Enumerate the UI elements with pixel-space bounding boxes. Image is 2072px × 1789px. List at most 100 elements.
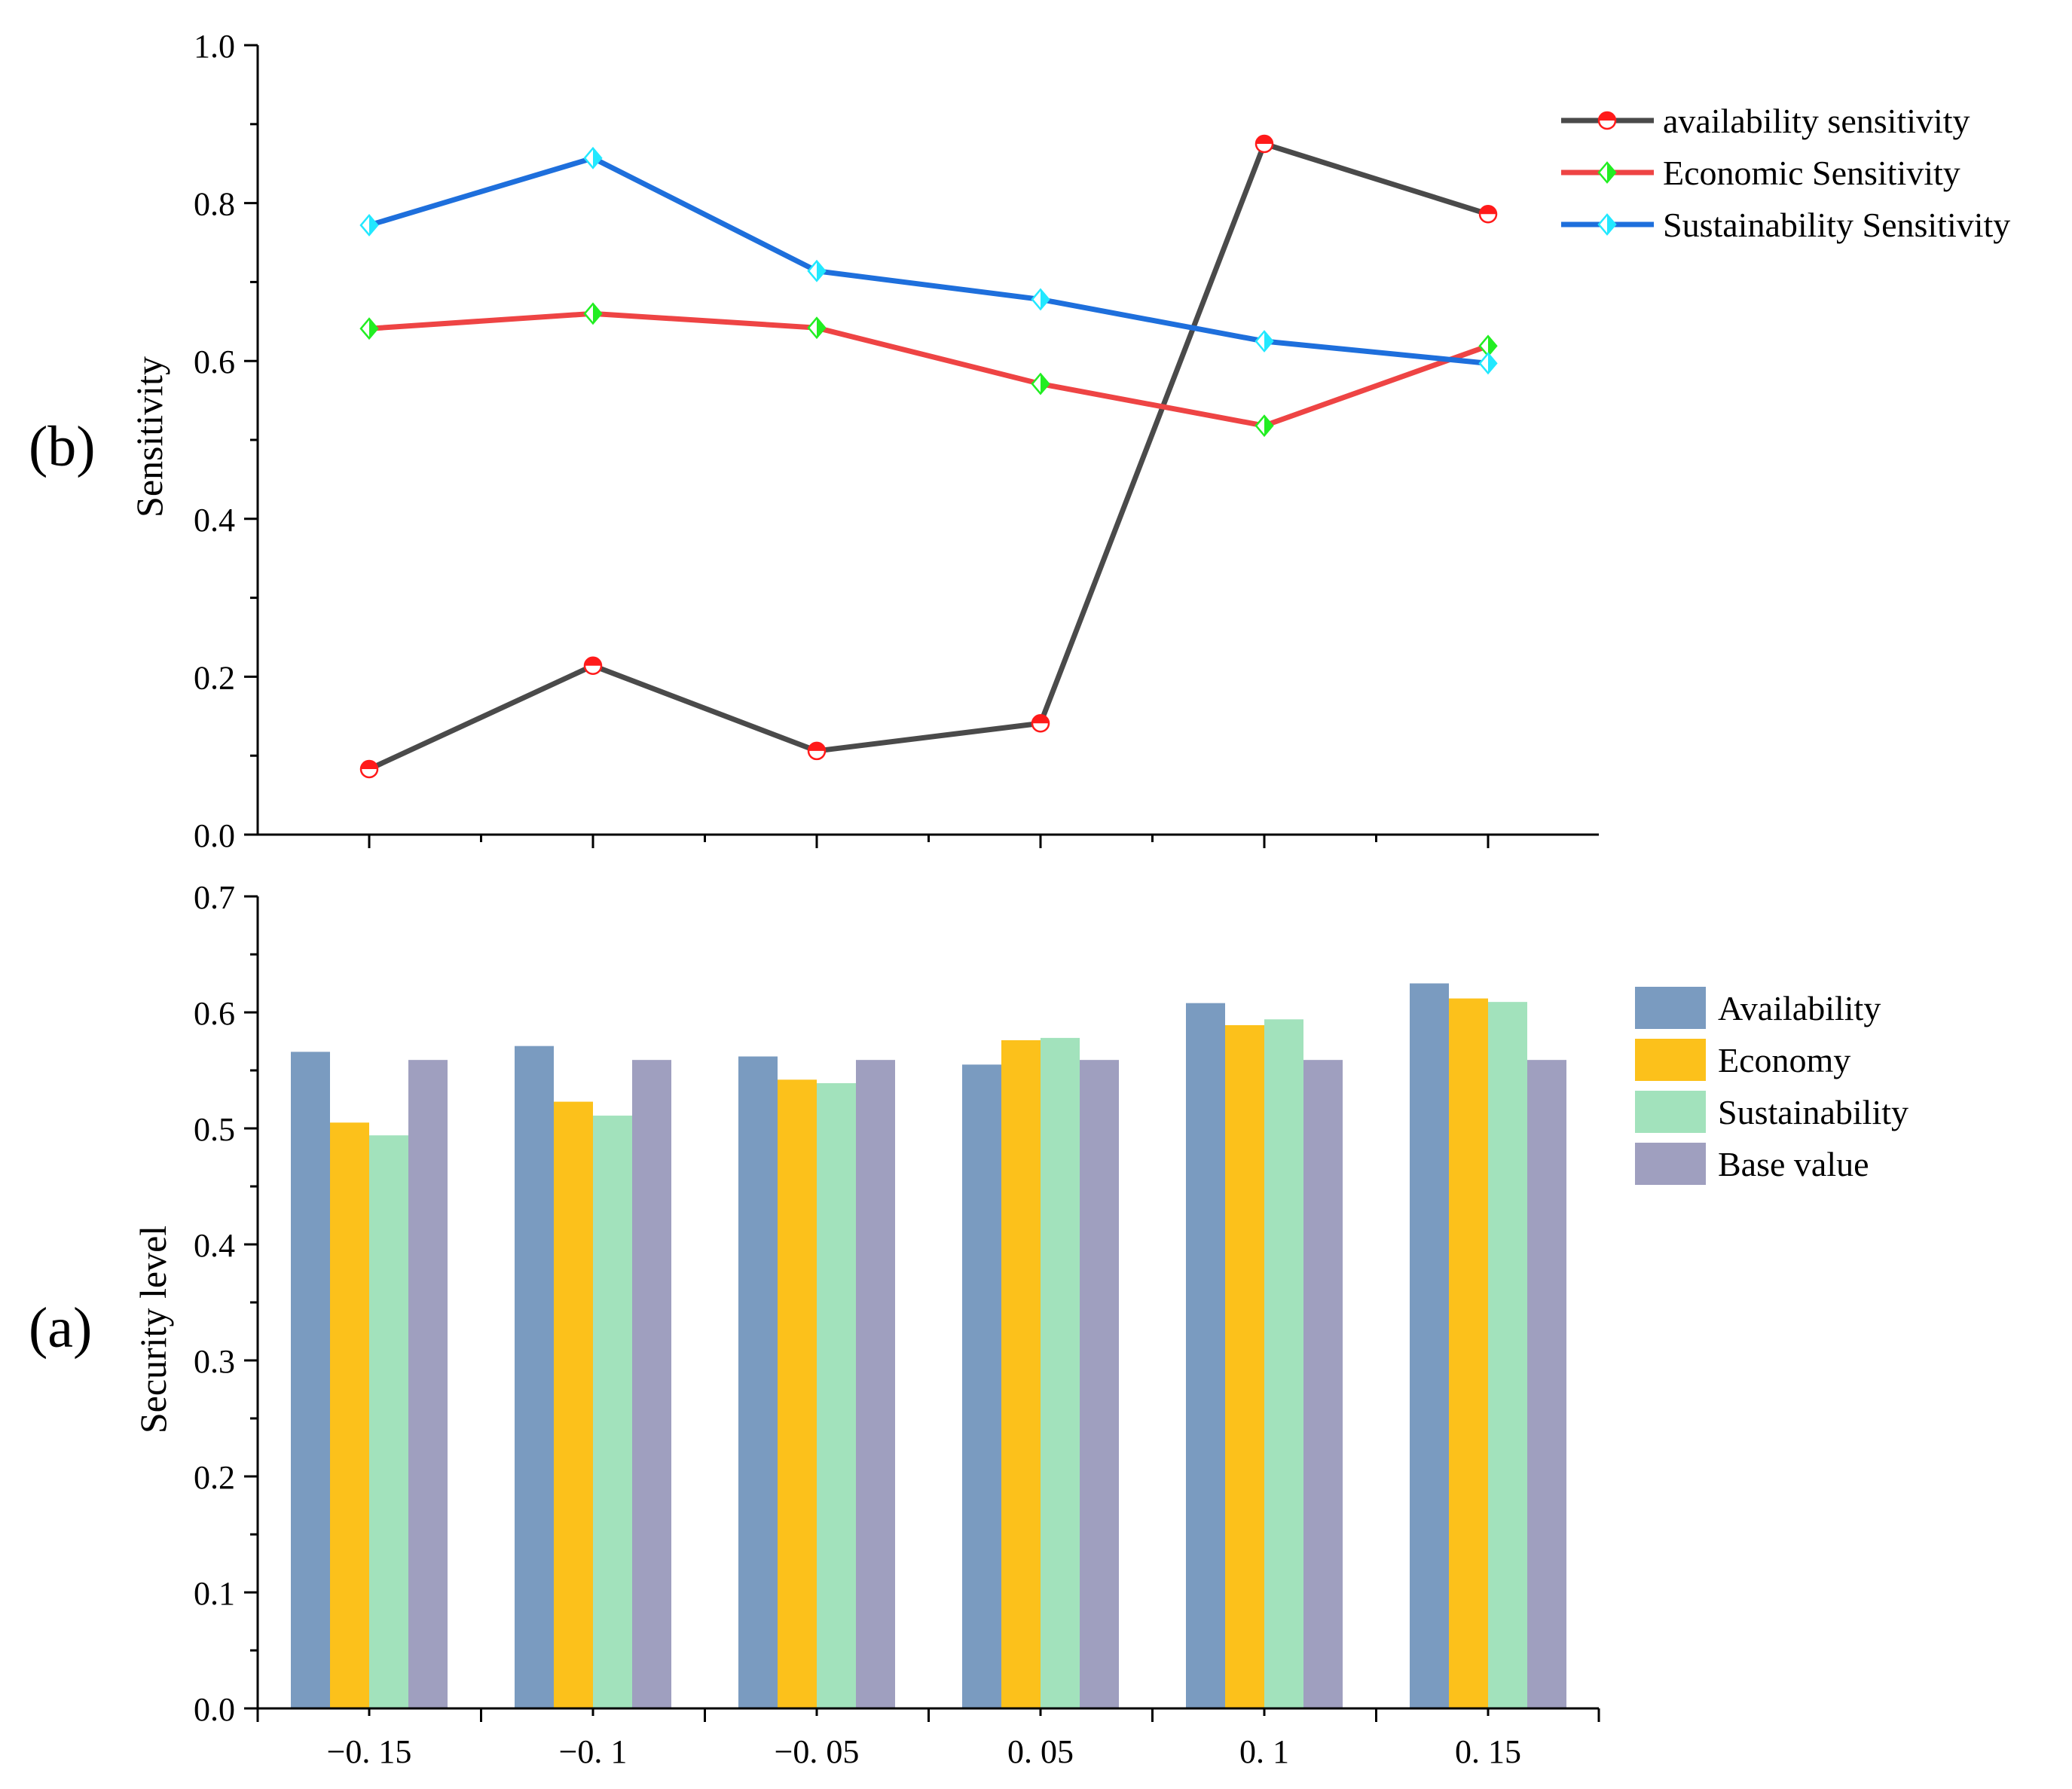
- x-tick-label: −0. 05: [775, 1733, 860, 1770]
- x-tick-label: 0. 1: [1239, 1733, 1289, 1770]
- data-point-marker-half: [361, 761, 377, 770]
- legend-label: Economic Sensitivity: [1663, 154, 1960, 192]
- bar-economy: [778, 1079, 817, 1708]
- bar-sustainability: [1264, 1019, 1303, 1708]
- legend-item: Availability: [1635, 987, 1881, 1029]
- y-tick-label: 1.0: [194, 28, 235, 65]
- bar-base-value: [408, 1060, 448, 1708]
- y-tick-label: 0.5: [194, 1111, 235, 1148]
- bar-base-value: [1527, 1060, 1566, 1708]
- y-tick-label: 0.6: [194, 343, 235, 380]
- y-tick-label: 0.2: [194, 659, 235, 696]
- data-point-marker-half: [1032, 715, 1049, 724]
- y-tick-label: 0.0: [194, 817, 235, 854]
- bar-group: [962, 1037, 1119, 1708]
- bar-base-value: [1303, 1060, 1343, 1708]
- legend-label: Sustainability Sensitivity: [1663, 206, 2010, 244]
- data-point-marker-half: [1488, 336, 1496, 356]
- bar-economy: [554, 1101, 593, 1708]
- legend-label: Base value: [1718, 1145, 1869, 1183]
- y-tick-label: 0.3: [194, 1343, 235, 1380]
- x-tick-label: 0. 15: [1455, 1733, 1521, 1770]
- bar-sustainability: [817, 1082, 856, 1708]
- y-axis-title: Security level: [132, 1226, 174, 1433]
- data-point-marker-half: [369, 215, 377, 235]
- y-axis-title: Sensitivity: [128, 356, 170, 517]
- bar-base-value: [1080, 1060, 1119, 1708]
- bar-sustainability: [369, 1135, 408, 1708]
- bar-economy: [1225, 1024, 1264, 1708]
- bar-group: [515, 1046, 671, 1708]
- y-tick-label: 0.1: [194, 1575, 235, 1612]
- x-tick-label: −0. 1: [559, 1733, 628, 1770]
- y-tick-label: 0.8: [194, 186, 235, 223]
- series-sustainability-sensitivity: [359, 146, 1498, 375]
- legend-marker-half: [1599, 112, 1615, 121]
- panel-label-b: (b): [29, 415, 96, 478]
- legend-label: Availability: [1718, 989, 1881, 1027]
- legend-color-swatch: [1635, 987, 1706, 1029]
- bar-availability: [1186, 1003, 1225, 1708]
- legend-color-swatch: [1635, 1039, 1706, 1081]
- data-point-marker-half: [1264, 331, 1273, 351]
- bar-availability: [962, 1064, 1001, 1708]
- legend-color-swatch: [1635, 1143, 1706, 1185]
- panel-label-a: (a): [29, 1296, 92, 1360]
- y-tick-label: 0.0: [194, 1691, 235, 1728]
- bar-economy: [330, 1122, 369, 1708]
- legend-item: Sustainability: [1635, 1091, 1909, 1133]
- data-point-marker-half: [1256, 136, 1273, 144]
- data-point-marker-half: [593, 148, 601, 168]
- legend-label: Economy: [1718, 1041, 1850, 1079]
- legend-label: availability sensitivity: [1663, 102, 1970, 140]
- data-point-marker-half: [1480, 206, 1496, 215]
- bar-legend: Availability Economy Sustainability Base va…: [1635, 987, 1909, 1185]
- bar-sustainability: [593, 1116, 632, 1708]
- legend-item: Base value: [1635, 1143, 1869, 1185]
- legend-item: Economy: [1635, 1039, 1850, 1081]
- bar-group: [738, 1056, 895, 1708]
- bar-availability: [1410, 983, 1449, 1708]
- bar-availability: [291, 1052, 330, 1708]
- legend-label: Sustainability: [1718, 1093, 1909, 1131]
- y-tick-label: 0.4: [194, 502, 235, 539]
- data-point-marker-half: [1488, 353, 1496, 374]
- x-tick-label: 0. 05: [1007, 1733, 1074, 1770]
- legend-item: Economic Sensitivity: [1561, 154, 1960, 192]
- security-level-bar-chart: (a) Security level 0.0 0.1 0.2 0.3 0.4 0.5 0.6…: [29, 879, 1909, 1770]
- y-tick-label: 0.6: [194, 995, 235, 1032]
- bar-group: [1186, 1003, 1343, 1708]
- y-tick-label: 0.2: [194, 1459, 235, 1496]
- data-point-marker-half: [585, 657, 601, 666]
- line-legend: availability sensitivity Economic Sensiti…: [1561, 102, 2010, 244]
- series-economic-sensitivity: [359, 302, 1498, 438]
- legend-item: Sustainability Sensitivity: [1561, 206, 2010, 244]
- bar-base-value: [856, 1060, 895, 1708]
- bar-group: [291, 1052, 448, 1708]
- series-line: [368, 310, 1490, 429]
- data-point-marker-half: [817, 261, 825, 281]
- legend-marker-half: [1607, 215, 1615, 234]
- series-line: [368, 141, 1490, 772]
- data-point-marker-half: [1264, 416, 1273, 436]
- x-tick-label: −0. 15: [327, 1733, 412, 1770]
- bar-group: [1410, 983, 1566, 1708]
- data-point-marker-half: [817, 318, 825, 338]
- series-line: [368, 155, 1489, 366]
- data-point-marker-half: [1041, 374, 1049, 394]
- series-availability-sensitivity: [359, 134, 1498, 779]
- legend-marker-half: [1607, 163, 1615, 182]
- bar-sustainability: [1488, 1002, 1527, 1708]
- legend-color-swatch: [1635, 1091, 1706, 1133]
- data-point-marker-half: [808, 742, 825, 751]
- bar-economy: [1001, 1040, 1041, 1708]
- bar-availability: [738, 1056, 778, 1708]
- bar-economy: [1449, 998, 1488, 1708]
- legend-item: availability sensitivity: [1561, 102, 1970, 140]
- bar-sustainability: [1041, 1037, 1080, 1708]
- data-point-marker-half: [1041, 289, 1049, 310]
- bar-availability: [515, 1046, 554, 1708]
- data-point-marker-half: [593, 304, 601, 324]
- data-point-marker-half: [369, 319, 377, 339]
